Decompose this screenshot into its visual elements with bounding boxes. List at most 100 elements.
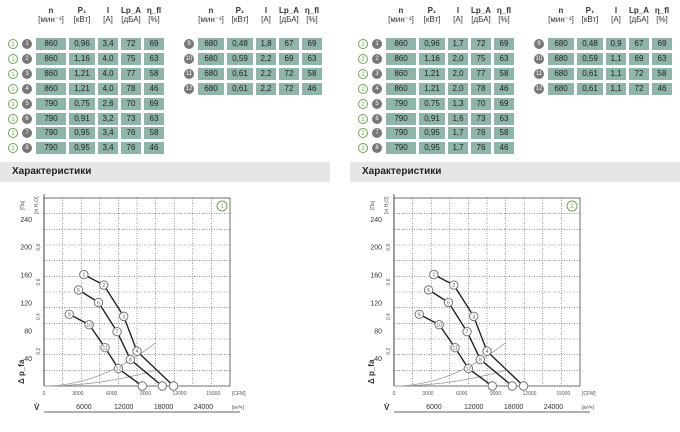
cell-e: 46 xyxy=(494,142,514,155)
table-row: 1 7 790 0,95 3,4 76 58 xyxy=(0,127,170,140)
fan-curve xyxy=(433,273,524,387)
curve-point-marker xyxy=(84,320,94,330)
curve-point-label: 2 xyxy=(452,283,455,289)
table-row: 2 7 790 0,95 1,7 76 58 xyxy=(350,127,520,140)
table-row: 2 6 790 0,91 1,6 73 63 xyxy=(350,112,520,126)
cell-p: 0,61 xyxy=(227,82,253,95)
cell-p: 0,59 xyxy=(227,52,253,65)
cell-e: 58 xyxy=(652,67,672,80)
cell-p: 0,59 xyxy=(577,52,603,65)
table-row: 1 2 860 1,16 4,0 75 63 xyxy=(0,52,170,66)
table-row: 1 8 790 0,95 3,4 76 46 xyxy=(0,142,170,155)
cell-l: 72 xyxy=(629,67,649,80)
curve-point-marker xyxy=(487,381,498,391)
motor-marker: 1 xyxy=(8,128,18,139)
cell-n: 680 xyxy=(198,82,224,95)
motor-marker: 1 xyxy=(8,143,18,154)
motor-marker: 2 xyxy=(358,143,368,154)
cell-e: 69 xyxy=(144,38,164,50)
curve-point-label: 11 xyxy=(103,346,108,352)
cell-l: 73 xyxy=(121,112,141,125)
cell-n: 680 xyxy=(198,38,224,50)
x-alt-tick-label: 12000 xyxy=(172,391,186,397)
curve-point-marker xyxy=(429,269,439,280)
table-row: 12 680 0,61 2,2 72 46 xyxy=(0,82,330,96)
cell-i: 2,2 xyxy=(256,52,276,65)
chart-marker-label: 1 xyxy=(220,204,224,210)
curve-point-marker xyxy=(462,326,472,337)
cell-e: 58 xyxy=(302,67,322,80)
motor-marker: 2 xyxy=(358,98,368,109)
header-p1: P₁ [кВт] xyxy=(423,6,441,24)
cell-i: 2,0 xyxy=(448,52,468,65)
cell-e: 46 xyxy=(144,142,164,155)
curve-point-label: 12 xyxy=(116,367,122,373)
cell-l: 72 xyxy=(471,38,491,50)
cell-i: 2,0 xyxy=(448,82,468,95)
cell-i: 4,0 xyxy=(98,82,118,95)
motor-marker: 2 xyxy=(358,113,368,124)
cell-p: 1,21 xyxy=(69,67,95,80)
cell-p: 0,48 xyxy=(577,38,603,50)
cell-n: 790 xyxy=(386,97,416,110)
curve-marker: 5 xyxy=(22,98,32,109)
curve-point-label: 4 xyxy=(136,349,139,355)
cell-e: 63 xyxy=(302,52,322,65)
cell-n: 680 xyxy=(548,38,574,50)
table-row: 1 6 790 0,91 3,2 73 63 xyxy=(0,112,170,126)
header-n: n [мин⁻¹] xyxy=(198,6,224,24)
curve-point-marker xyxy=(463,363,474,374)
cell-i: 1,3 xyxy=(448,97,468,110)
curve-point-label: 9 xyxy=(68,312,71,318)
curve-marker: 2 xyxy=(372,53,382,64)
cell-n: 790 xyxy=(36,112,66,125)
cell-e: 69 xyxy=(144,97,164,110)
cell-i: 3,4 xyxy=(98,142,118,155)
section-bar-right: Характеристики xyxy=(350,162,680,182)
cell-l: 70 xyxy=(471,97,491,110)
cell-i: 2,2 xyxy=(256,67,276,80)
cell-l: 73 xyxy=(471,112,491,125)
chart-marker-label: 2 xyxy=(570,204,574,210)
y-tick-label: 120 xyxy=(20,300,32,307)
header-i: I [А] xyxy=(103,6,113,24)
curve-point-marker xyxy=(100,343,110,353)
table-row: 2 1 860 0,96 1,7 72 69 xyxy=(350,38,520,51)
y-tick-label: 120 xyxy=(370,300,382,307)
cell-l: 75 xyxy=(121,52,141,65)
panel-left: n [мин⁻¹] P₁ [кВт] I [А] Lp_A [дБА] η_fl [%] n [мин… xyxy=(0,0,330,432)
y-tick-label: 80 xyxy=(24,328,32,335)
cell-l: 76 xyxy=(121,142,141,155)
table-row: 10 680 0,59 1,1 69 63 xyxy=(350,52,680,66)
cell-p: 1,16 xyxy=(69,52,95,65)
curve-point-marker xyxy=(93,297,104,308)
table-row: 11 680 0,61 1,1 72 58 xyxy=(350,67,680,81)
table-row: 1 4 860 1,21 4,0 78 46 xyxy=(0,82,170,96)
curve-point-label: 7 xyxy=(116,330,119,336)
x-alt-tick-label: 3000 xyxy=(72,391,83,397)
header-lpa: Lp_A [дБА] xyxy=(121,6,141,24)
header-i: I [А] xyxy=(453,6,463,24)
motor-marker: 1 xyxy=(8,53,18,64)
cell-p: 0,61 xyxy=(227,67,253,80)
cell-p: 0,91 xyxy=(419,112,445,125)
cell-n: 680 xyxy=(548,82,574,95)
curve-point-marker xyxy=(518,381,529,391)
cell-e: 58 xyxy=(494,67,514,80)
x-axis-label: V̇ xyxy=(34,403,40,412)
section-title: Характеристики xyxy=(12,166,92,177)
cell-i: 1,7 xyxy=(448,127,468,140)
motor-marker: 2 xyxy=(358,68,368,79)
curve-marker: 7 xyxy=(372,128,382,139)
cell-n: 860 xyxy=(386,38,416,50)
cell-i: 1,1 xyxy=(606,52,626,65)
cell-e: 69 xyxy=(302,38,322,50)
cell-i: 1,7 xyxy=(448,142,468,155)
header-i: I [А] xyxy=(261,6,271,24)
y-alt-tick-label: 0,2 xyxy=(386,348,392,355)
x-alt-tick-label: 6000 xyxy=(106,391,117,397)
x-tick-label: 18000 xyxy=(154,404,174,411)
x-tick-label: 12000 xyxy=(114,404,134,411)
cell-e: 46 xyxy=(652,82,672,95)
curve-point-label: 11 xyxy=(453,346,458,352)
